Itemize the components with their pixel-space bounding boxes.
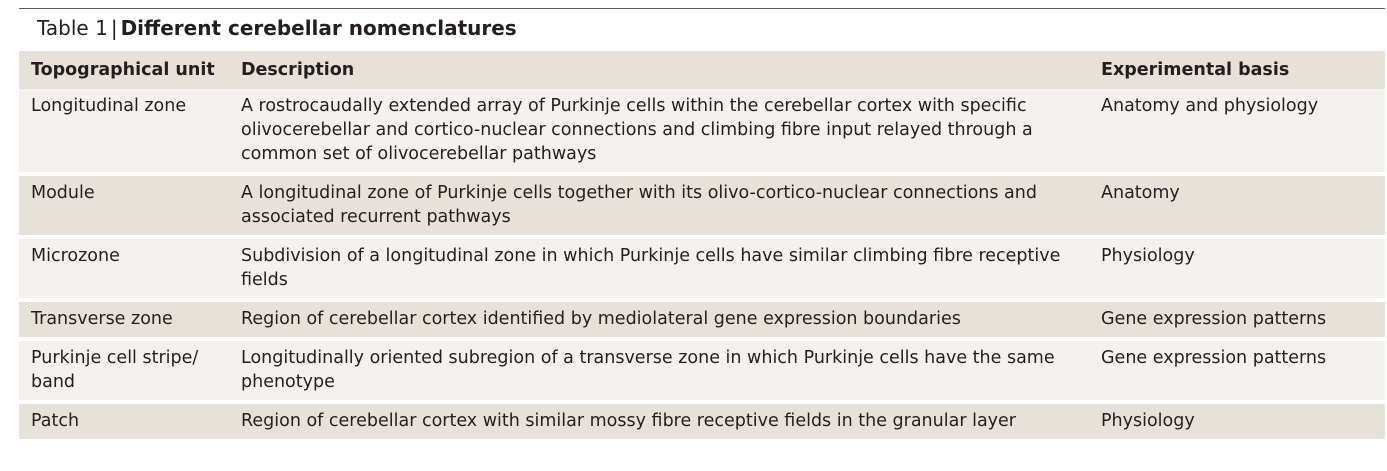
description-cell: Longitudinally oriented subregion of a t… [241,337,1101,402]
description-cell: Region of cerebellar cortex identified b… [241,298,1101,339]
basis-cell: Gene expression patterns [1101,337,1385,402]
table-row: Transverse zone Region of cerebellar cor… [19,298,1385,339]
basis-cell: Physiology [1101,235,1385,300]
header-topographical-unit: Topographical unit [31,60,215,80]
basis-cell: Anatomy and physiology [1101,96,1319,116]
unit-cell: Purkinje cell stripe/ band [19,337,241,402]
description-cell: A rostrocaudally extended array of Purki… [241,96,1033,164]
nomenclature-table: Topographical unit Description Experimen… [19,51,1385,439]
unit-cell: Patch [19,400,241,439]
table-caption: Table 1 | Different cerebellar nomenclatur… [37,15,517,41]
unit-cell: Transverse zone [19,298,241,339]
top-rule [19,8,1385,9]
basis-cell: Gene expression patterns [1101,298,1385,339]
description-cell: A longitudinal zone of Purkinje cells to… [241,172,1101,237]
table-row: Module A longitudinal zone of Purkinje c… [19,172,1385,237]
caption-separator: | [110,16,118,40]
description-cell: Region of cerebellar cortex with similar… [241,400,1101,439]
unit-cell: Longitudinal zone [31,96,187,116]
header-row: Topographical unit Description Experimen… [19,51,1385,89]
table-number: Table 1 [37,16,108,40]
unit-cell: Module [19,172,241,237]
unit-cell: Microzone [19,235,241,300]
header-experimental-basis: Experimental basis [1101,60,1290,80]
table-row: Longitudinal zone A rostrocaudally exten… [19,89,1385,174]
header-description: Description [241,60,355,80]
table-title: Different cerebellar nomenclatures [120,16,517,40]
basis-cell: Physiology [1101,400,1385,439]
table-row: Patch Region of cerebellar cortex with s… [19,400,1385,439]
table-row: Microzone Subdivision of a longitudinal … [19,235,1385,300]
basis-cell: Anatomy [1101,172,1385,237]
table-row: Purkinje cell stripe/ band Longitudinall… [19,337,1385,402]
description-cell: Subdivision of a longitudinal zone in wh… [241,235,1101,300]
